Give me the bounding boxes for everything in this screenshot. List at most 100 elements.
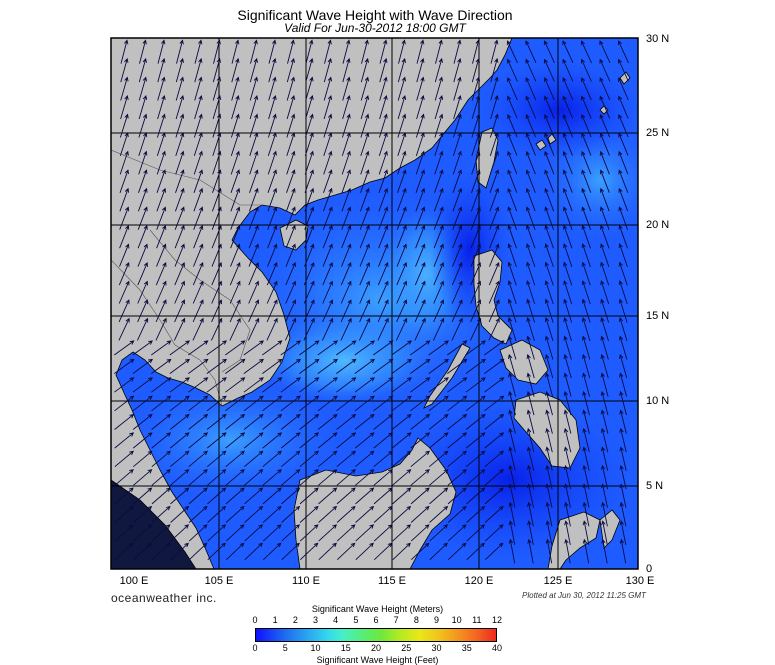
wave-arrow bbox=[243, 395, 264, 412]
wave-arrow bbox=[508, 520, 516, 545]
wave-arrow bbox=[489, 224, 500, 249]
wave-arrow bbox=[545, 538, 553, 564]
wave-arrow bbox=[175, 76, 185, 101]
wave-arrow bbox=[580, 40, 592, 64]
wave-arrow bbox=[373, 358, 394, 374]
wave-arrow bbox=[137, 187, 148, 212]
wave-arrow bbox=[562, 187, 573, 212]
land-ryukyu bbox=[619, 71, 631, 85]
wave-arrow bbox=[618, 95, 629, 119]
legend-colorbar bbox=[255, 628, 497, 642]
wave-arrow bbox=[138, 95, 148, 120]
wave-arrow bbox=[545, 427, 553, 453]
wave-arrow bbox=[267, 150, 277, 175]
wave-arrow bbox=[618, 132, 629, 156]
plotted-timestamp: Plotted at Jun 30, 2012 11:25 GMT bbox=[522, 591, 646, 600]
wave-arrow bbox=[397, 132, 407, 157]
wave-arrow bbox=[447, 542, 467, 561]
wave-arrow bbox=[120, 76, 129, 101]
wave-arrow bbox=[360, 150, 370, 175]
wave-arrow bbox=[304, 150, 314, 175]
wave-arrow bbox=[543, 58, 555, 82]
wave-arrow bbox=[211, 280, 222, 304]
wave-arrow bbox=[582, 390, 590, 416]
wave-arrow bbox=[599, 58, 611, 82]
wave-arrow bbox=[323, 76, 333, 101]
wave-arrow bbox=[132, 413, 153, 430]
wave-arrow bbox=[341, 113, 351, 138]
wave-arrow bbox=[169, 395, 190, 412]
wave-arrow bbox=[341, 206, 352, 230]
wave-arrow bbox=[452, 169, 462, 193]
wave-arrow bbox=[324, 39, 332, 64]
legend-tick-meters: 11 bbox=[472, 615, 482, 625]
wave-arrow bbox=[114, 487, 134, 505]
wave-arrow bbox=[151, 450, 171, 468]
wave-arrow bbox=[318, 450, 338, 468]
wave-arrow bbox=[465, 340, 486, 356]
wave-arrow bbox=[428, 395, 449, 412]
wave-arrow bbox=[267, 224, 278, 249]
wave-arrow bbox=[415, 132, 425, 157]
wave-arrow bbox=[508, 353, 517, 379]
wave-arrow bbox=[358, 317, 371, 341]
wave-arrow bbox=[359, 187, 370, 212]
wave-arrow bbox=[304, 169, 314, 193]
wave-arrow bbox=[377, 317, 389, 341]
wave-arrow bbox=[563, 409, 572, 434]
wave-arrow bbox=[508, 372, 517, 397]
country-borders bbox=[111, 149, 262, 407]
wave-arrow bbox=[392, 524, 412, 542]
wave-arrow bbox=[507, 77, 518, 101]
wave-arrow bbox=[120, 57, 129, 83]
wave-arrow bbox=[581, 113, 592, 138]
wave-arrow bbox=[600, 224, 610, 249]
wave-arrow bbox=[470, 280, 481, 304]
wave-arrow bbox=[132, 358, 153, 374]
wave-arrow bbox=[318, 469, 338, 486]
wave-arrow bbox=[581, 169, 592, 193]
wave-arrow bbox=[266, 280, 278, 304]
wave-arrow bbox=[453, 95, 462, 120]
wave-arrow bbox=[355, 524, 375, 542]
wave-arrow bbox=[507, 132, 518, 156]
wave-arrow bbox=[355, 542, 374, 561]
wave-arrow bbox=[396, 224, 407, 249]
wave-arrow bbox=[267, 132, 277, 157]
wave-arrow bbox=[452, 113, 462, 138]
wave-arrow bbox=[470, 206, 481, 230]
wave-arrow bbox=[582, 353, 591, 379]
wave-arrow bbox=[206, 395, 227, 412]
wave-arrow bbox=[619, 501, 627, 527]
wave-arrow bbox=[188, 395, 209, 412]
wave-arrow bbox=[336, 542, 356, 561]
wave-arrow bbox=[267, 169, 277, 193]
wave-arrow bbox=[410, 542, 430, 561]
wave-arrow bbox=[378, 132, 388, 157]
land-ryukyu bbox=[547, 133, 557, 145]
wave-arrow bbox=[373, 432, 394, 449]
wave-arrow bbox=[410, 432, 431, 449]
wave-arrow bbox=[508, 390, 516, 416]
wave-arrow bbox=[563, 261, 573, 286]
wave-arrow bbox=[212, 113, 222, 138]
wave-arrow bbox=[212, 150, 222, 175]
wave-arrow bbox=[619, 464, 627, 490]
wave-arrow bbox=[230, 113, 240, 138]
wave-arrow bbox=[392, 487, 412, 505]
wave-arrow bbox=[133, 542, 152, 561]
wave-arrow bbox=[299, 469, 319, 486]
sea-calm-deep bbox=[480, 60, 638, 160]
wave-arrow bbox=[428, 377, 449, 393]
wave-arrow bbox=[599, 132, 610, 156]
wave-arrow bbox=[447, 487, 467, 505]
wave-arrow bbox=[151, 469, 171, 486]
wave-arrow bbox=[471, 76, 481, 101]
wave-arrow bbox=[318, 505, 338, 523]
wave-arrow bbox=[119, 206, 130, 230]
wave-arrow bbox=[490, 76, 499, 101]
wave-arrow bbox=[248, 206, 259, 230]
wave-arrow bbox=[280, 413, 301, 430]
wave-arrow bbox=[229, 317, 241, 341]
wave-arrow bbox=[354, 395, 375, 412]
